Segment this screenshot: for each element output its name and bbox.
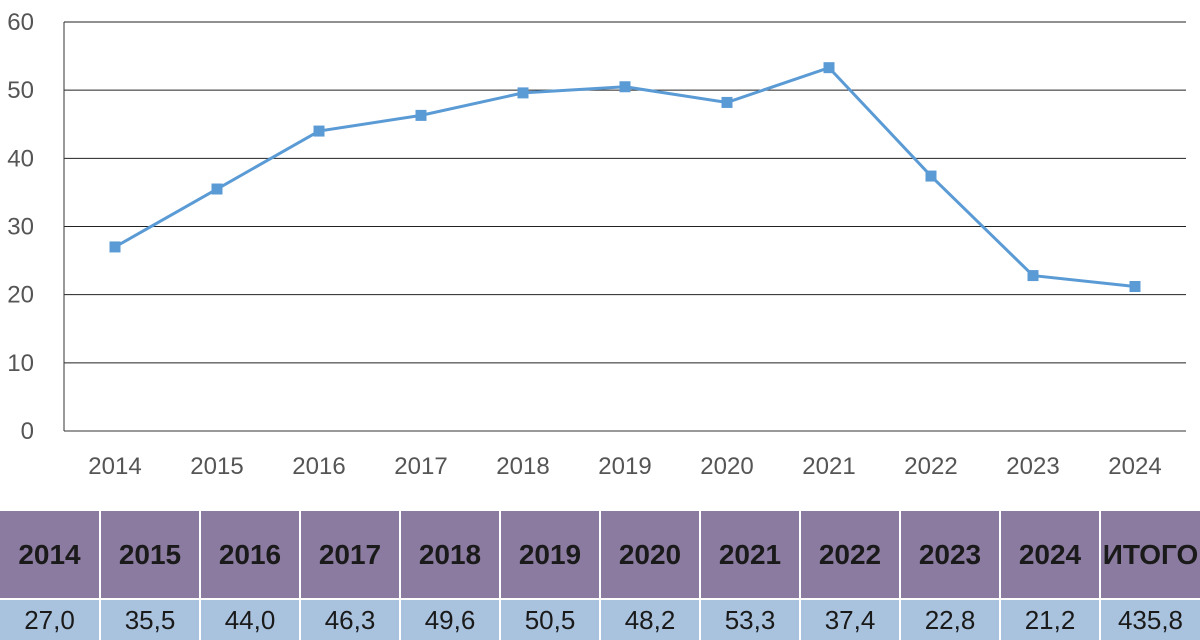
data-point-marker <box>823 62 835 74</box>
data-point-marker <box>211 183 223 195</box>
y-tick-label: 40 <box>7 145 34 172</box>
table-value-total-cell: 435,8 <box>1100 598 1200 640</box>
y-tick-label: 30 <box>7 214 34 241</box>
x-axis-ticks: 2014 2015 2016 2017 2018 2019 2020 2021 2022 2023… <box>88 453 1161 480</box>
data-point-marker <box>925 170 937 182</box>
table-header-row: 2014 2015 2016 2017 2018 2019 2020 2021 … <box>0 511 1200 599</box>
series-line <box>114 65 1136 288</box>
table-value-cell: 46,3 <box>300 598 401 640</box>
data-point-marker <box>313 125 325 137</box>
table-header-total-cell: ИТОГО <box>1100 511 1200 599</box>
table-value-cell: 22,8 <box>900 598 1001 640</box>
data-point-marker <box>517 87 529 99</box>
table-value-cell: 35,5 <box>100 598 201 640</box>
y-tick-label: 60 <box>7 9 34 36</box>
y-tick-label: 0 <box>21 418 34 445</box>
table-value-cell: 49,6 <box>400 598 501 640</box>
table-header-cell: 2015 <box>100 511 201 599</box>
series-group <box>109 62 1141 292</box>
table-header-cell: 2019 <box>500 511 601 599</box>
x-tick-label: 2014 <box>88 453 141 480</box>
table-value-cell: 37,4 <box>800 598 901 640</box>
table-value-cell: 27,0 <box>0 598 101 640</box>
table-value-cell: 44,0 <box>200 598 301 640</box>
data-point-marker <box>619 81 631 93</box>
y-tick-label: 50 <box>7 77 34 104</box>
x-tick-label: 2022 <box>904 453 957 480</box>
table-header-cell: 2022 <box>800 511 901 599</box>
table-header-cell: 2014 <box>0 511 101 599</box>
table-header-cell: 2017 <box>300 511 401 599</box>
table-value-cell: 48,2 <box>600 598 701 640</box>
x-tick-label: 2019 <box>598 453 651 480</box>
data-point-marker <box>1027 270 1039 282</box>
x-tick-label: 2021 <box>802 453 855 480</box>
x-tick-label: 2016 <box>292 453 345 480</box>
x-tick-label: 2020 <box>700 453 753 480</box>
x-tick-label: 2023 <box>1006 453 1059 480</box>
data-point-marker <box>415 109 427 121</box>
table-value-cell: 50,5 <box>500 598 601 640</box>
table-header-cell: 2018 <box>400 511 501 599</box>
table-header-cell: 2024 <box>1000 511 1101 599</box>
x-tick-label: 2024 <box>1108 453 1161 480</box>
y-tick-label: 20 <box>7 282 34 309</box>
table-header-cell: 2016 <box>200 511 301 599</box>
y-axis-ticks: 0 10 20 30 40 50 60 <box>7 9 34 445</box>
data-point-marker <box>1129 280 1141 292</box>
data-table: 2014 2015 2016 2017 2018 2019 2020 2021 … <box>0 511 1200 640</box>
x-tick-label: 2017 <box>394 453 447 480</box>
table-value-row: 27,0 35,5 44,0 46,3 49,6 50,5 48,2 53,3 … <box>0 598 1200 640</box>
data-point-marker <box>721 96 733 108</box>
table-value-cell: 53,3 <box>700 598 801 640</box>
x-tick-label: 2018 <box>496 453 549 480</box>
table-header-cell: 2020 <box>600 511 701 599</box>
x-tick-label: 2015 <box>190 453 243 480</box>
y-tick-label: 10 <box>7 350 34 377</box>
data-point-marker <box>109 241 121 253</box>
table-header-cell: 2023 <box>900 511 1001 599</box>
table-value-cell: 21,2 <box>1000 598 1101 640</box>
table-header-cell: 2021 <box>700 511 801 599</box>
